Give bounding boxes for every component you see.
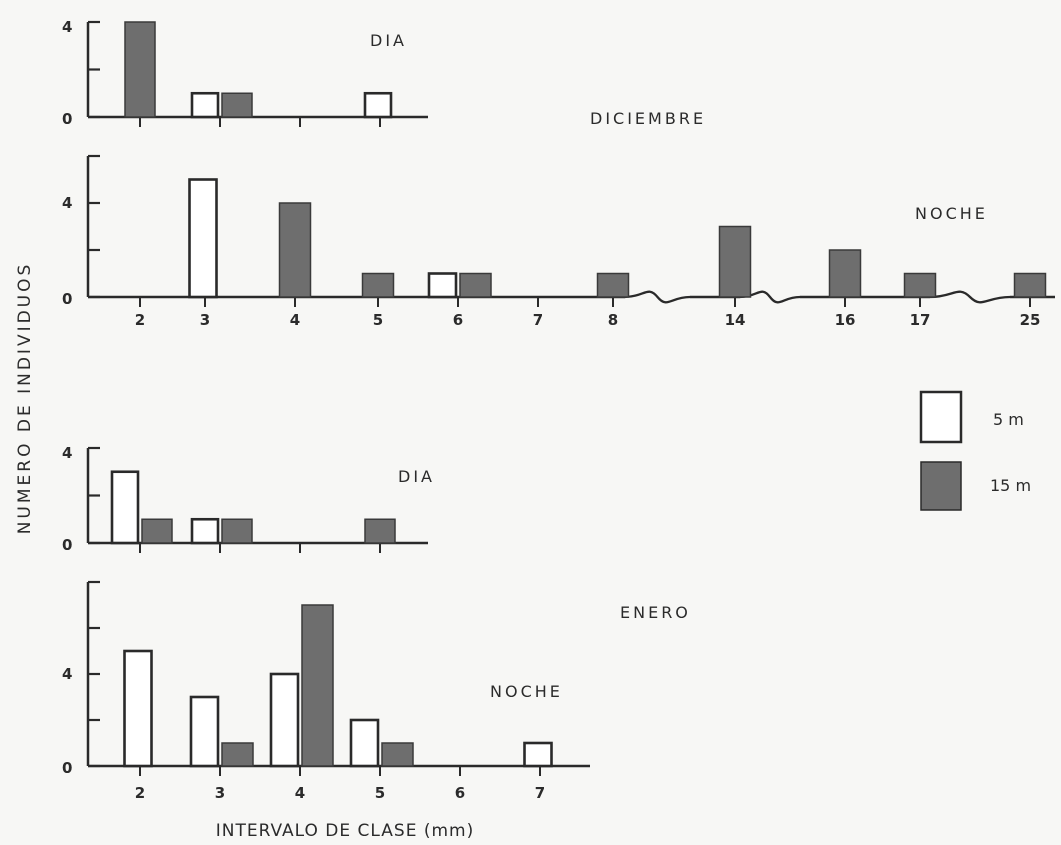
y-tick-label: 4 [62,444,72,462]
y-tick-label: 0 [62,110,72,128]
x-tick-label: 2 [135,784,145,802]
bar-5m-6 [427,272,458,299]
bar-5m-3 [190,517,220,545]
x-tick-label: 4 [295,784,305,802]
legend-swatch-15m [920,461,962,511]
x-tick-label: 4 [290,311,300,329]
legend-label-5m: 5 m [993,410,1024,429]
panel-title: DIA [370,31,407,50]
bar-15m-3 [221,742,254,767]
y-tick-label: 4 [62,194,72,212]
bar-15m-2 [141,518,173,544]
axis-break-wave [929,290,1011,304]
bar-5m-3 [190,91,220,119]
y-tick-label: 0 [62,759,72,777]
bar-5m-2 [110,470,140,545]
y-tick-label: 0 [62,536,72,554]
legend: 5 m 15 m [919,390,1031,511]
bar-15m-6 [459,272,492,298]
x-tick-label: 3 [215,784,225,802]
bar-5m-5 [349,718,380,768]
panel-diciembre-dia: 0 4 DIA [62,18,428,128]
bar-15m-4 [301,604,334,767]
x-tick-label: 5 [373,311,383,329]
bar-15m-25 [1013,272,1047,298]
y-axis-label: NUMERO DE INDIVIDUOS [15,262,35,535]
bar-15m-5 [364,518,396,544]
panel-title: DIA [398,467,435,486]
x-tick-label: 7 [535,784,545,802]
bar-15m-5 [381,742,414,767]
bar-5m-7 [523,741,553,768]
x-tick-label: 17 [910,311,931,329]
x-tick-label: 6 [455,784,465,802]
x-tick-label: 6 [453,311,463,329]
panel-enero-dia: 0 4 DIA [62,444,435,554]
bar-15m-2 [124,21,156,118]
axis-break-wave [739,290,801,304]
x-tick-label: 25 [1020,311,1041,329]
y-tick-label: 4 [62,18,72,36]
x-tick-label: 14 [725,311,746,329]
x-tick-label: 3 [200,311,210,329]
panel-title: NOCHE [915,204,988,223]
month-label-enero: ENERO [620,603,691,622]
x-tick-label: 8 [608,311,618,329]
axis-break-wave [624,290,691,304]
bar-15m-17 [903,272,937,298]
legend-label-15m: 15 m [990,476,1031,495]
bar-5m-3 [188,178,218,299]
x-tick-label: 7 [533,311,543,329]
month-label-diciembre: DICIEMBRE [590,109,706,128]
x-tick-label: 16 [835,311,856,329]
bar-5m-3 [189,695,220,768]
x-tick-label: 2 [135,311,145,329]
bar-15m-3 [221,518,253,544]
panel-title: NOCHE [490,682,563,701]
bar-15m-3 [221,92,253,118]
bar-5m-2 [123,649,153,768]
bar-15m-5 [361,272,395,298]
x-axis-label: INTERVALO DE CLASE (mm) [216,821,474,841]
bar-5m-5 [363,91,393,119]
y-tick-label: 4 [62,665,72,683]
panel-diciembre-noche: 0 4 2 3 4 5 6 7 8 14 16 17 25 NOCHE [62,154,1055,329]
bar-15m-14 [718,225,752,298]
y-tick-label: 0 [62,290,72,308]
legend-swatch-5m [919,390,963,444]
bar-15m-16 [828,249,862,298]
panel-enero-noche: 0 4 2 3 4 5 6 7 NOCHE [62,580,590,802]
x-tick-label: 5 [375,784,385,802]
bar-15m-4 [278,202,312,298]
bar-5m-4 [269,672,300,768]
bar-15m-8 [596,272,630,298]
